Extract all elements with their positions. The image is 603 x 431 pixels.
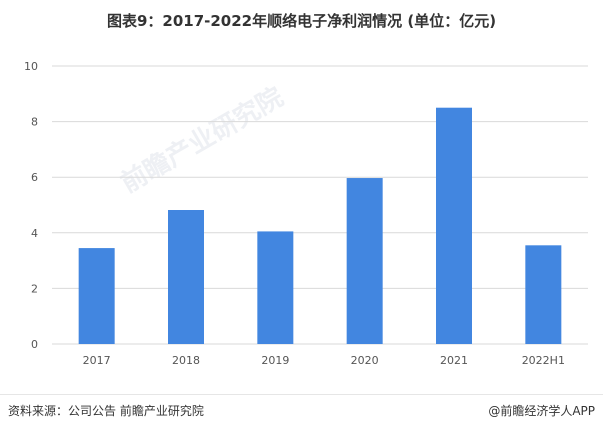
y-tick-label: 0 [31,338,38,351]
footer-divider [0,394,603,395]
bar-2019 [257,231,294,344]
source-note: 资料来源：公司公告 前瞻产业研究院 [8,404,204,418]
x-tick-label: 2020 [351,354,379,367]
x-tick-label: 2019 [261,354,289,367]
x-tick-label: 2021 [440,354,468,367]
x-tick-label: 2022H1 [522,354,565,367]
brand-label: @前瞻经济学人APP [488,404,595,418]
x-tick-label: 2018 [172,354,200,367]
bar-2021 [436,107,472,344]
bar-2022H1 [525,245,562,344]
y-tick-label: 2 [31,282,38,295]
y-tick-label: 8 [31,116,38,129]
bar-2018 [168,210,204,344]
y-tick-label: 6 [31,171,38,184]
x-tick-label: 2017 [83,354,111,367]
y-tick-label: 4 [31,227,38,240]
y-tick-label: 10 [24,60,38,73]
bar-2017 [78,248,115,344]
chart-title: 图表9：2017-2022年顺络电子净利润情况 (单位：亿元) [106,12,497,30]
bar-2020 [346,178,383,344]
